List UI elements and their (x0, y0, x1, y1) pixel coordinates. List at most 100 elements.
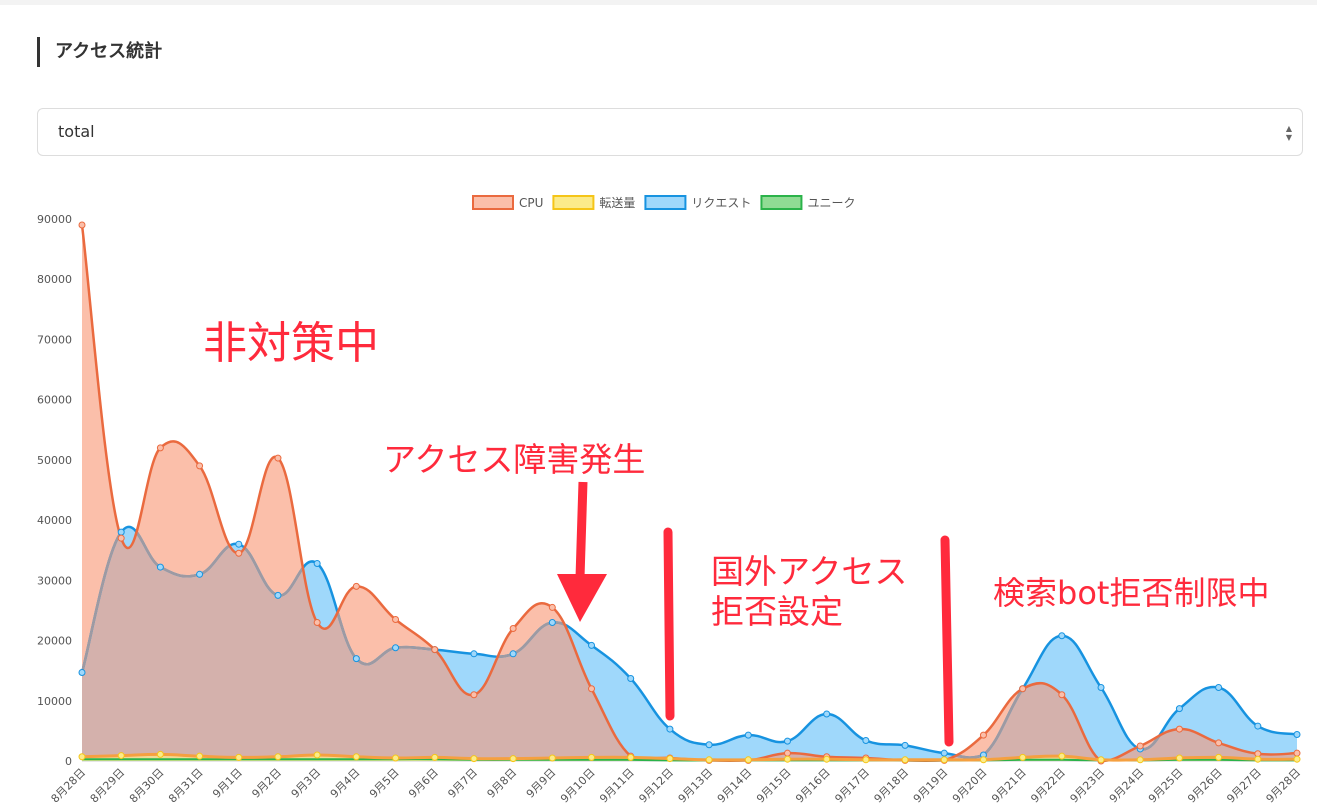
x-tick-label: 9月27日 (1224, 766, 1264, 806)
x-tick-label: 9月5日 (367, 766, 402, 801)
data-point (588, 685, 596, 693)
data-point (1019, 753, 1027, 761)
data-point (392, 615, 400, 623)
legend-swatch[interactable] (760, 195, 803, 210)
data-point (1293, 731, 1301, 739)
x-tick-label: 8月29日 (88, 766, 128, 806)
data-point (156, 563, 164, 571)
data-point (470, 650, 478, 658)
series-overlap-area (82, 526, 1297, 761)
data-point (548, 754, 556, 762)
data-point (1136, 742, 1144, 750)
data-point (392, 754, 400, 762)
data-point (588, 753, 596, 761)
legend-swatch[interactable] (552, 195, 595, 210)
x-tick-label: 9月10日 (558, 766, 598, 806)
data-point (235, 549, 243, 557)
data-point (117, 752, 125, 760)
data-point (1097, 684, 1105, 692)
x-tick-label: 9月2日 (249, 766, 284, 801)
series-line-transfer (81, 752, 1298, 762)
x-tick-label: 9月21日 (989, 766, 1029, 806)
y-tick-label: 30000 (37, 574, 72, 587)
legend-label[interactable]: CPU (519, 196, 543, 210)
data-point (1254, 722, 1262, 730)
data-point (313, 751, 321, 759)
legend-swatch[interactable] (644, 195, 687, 210)
data-point (509, 755, 517, 763)
x-tick-label: 9月11日 (597, 766, 637, 806)
data-point (274, 454, 282, 462)
legend-label[interactable]: ユニーク (807, 196, 855, 210)
data-point (862, 756, 870, 764)
x-tick-label: 9月28日 (1264, 766, 1304, 806)
data-point (313, 559, 321, 567)
data-point (431, 753, 439, 761)
x-tick-label: 9月17日 (832, 766, 872, 806)
x-tick-label: 9月16日 (793, 766, 833, 806)
data-point (744, 731, 752, 739)
data-point (196, 570, 204, 578)
top-bar (0, 0, 1317, 5)
data-point (1293, 749, 1301, 757)
data-point (1097, 756, 1105, 764)
data-point (1293, 755, 1301, 763)
y-tick-label: 0 (65, 755, 72, 768)
data-point (117, 528, 125, 536)
data-point (940, 749, 948, 757)
x-tick-label: 9月23日 (1068, 766, 1108, 806)
data-point (783, 737, 791, 745)
x-tick-label: 9月22日 (1028, 766, 1068, 806)
data-point (1175, 705, 1183, 713)
x-tick-label: 9月13日 (676, 766, 716, 806)
x-tick-label: 9月8日 (485, 766, 520, 801)
y-tick-label: 50000 (37, 454, 72, 467)
y-tick-label: 40000 (37, 514, 72, 527)
x-tick-label: 9月6日 (406, 766, 441, 801)
data-point (1058, 752, 1066, 760)
data-point (78, 753, 86, 761)
arrow-shaft (575, 481, 588, 579)
data-point (156, 750, 164, 758)
data-point (744, 756, 752, 764)
data-point (509, 650, 517, 658)
legend-swatch[interactable] (472, 195, 514, 210)
annotation-access-failure: アクセス障害発生 (383, 440, 646, 479)
marker-line (663, 527, 675, 721)
legend-label[interactable]: リクエスト (691, 196, 751, 210)
annotation-bot-block: 検索bot拒否制限中 (993, 574, 1270, 612)
arrow-down-icon (557, 574, 607, 622)
data-point (1136, 756, 1144, 764)
data-point (313, 618, 321, 626)
data-point (548, 603, 556, 611)
data-point (627, 753, 635, 761)
data-point (352, 753, 360, 761)
data-point (901, 756, 909, 764)
data-point (431, 646, 439, 654)
data-point (1175, 725, 1183, 733)
x-tick-label: 9月7日 (445, 766, 480, 801)
page-title: アクセス統計 (37, 37, 162, 67)
annotation-foreign-block: 国外アクセス 拒否設定 (711, 552, 907, 631)
x-tick-label: 9月4日 (328, 766, 363, 801)
y-tick-label: 90000 (37, 213, 72, 226)
data-point (509, 625, 517, 633)
dataset-select[interactable]: total ▲ ▼ (37, 108, 1303, 156)
data-point (627, 674, 635, 682)
data-point (1215, 753, 1223, 761)
data-point (196, 752, 204, 760)
x-tick-label: 9月3日 (289, 766, 324, 801)
data-point (1254, 755, 1262, 763)
data-point (1058, 632, 1066, 640)
marker-line (940, 535, 954, 747)
y-tick-label: 70000 (37, 333, 72, 346)
x-tick-label: 8月28日 (49, 766, 89, 806)
data-point (1215, 739, 1223, 747)
data-point (1019, 685, 1027, 693)
legend-label[interactable]: 転送量 (599, 195, 635, 210)
data-point (274, 591, 282, 599)
data-point (823, 710, 831, 718)
data-point (78, 668, 86, 676)
data-point (1215, 684, 1223, 692)
